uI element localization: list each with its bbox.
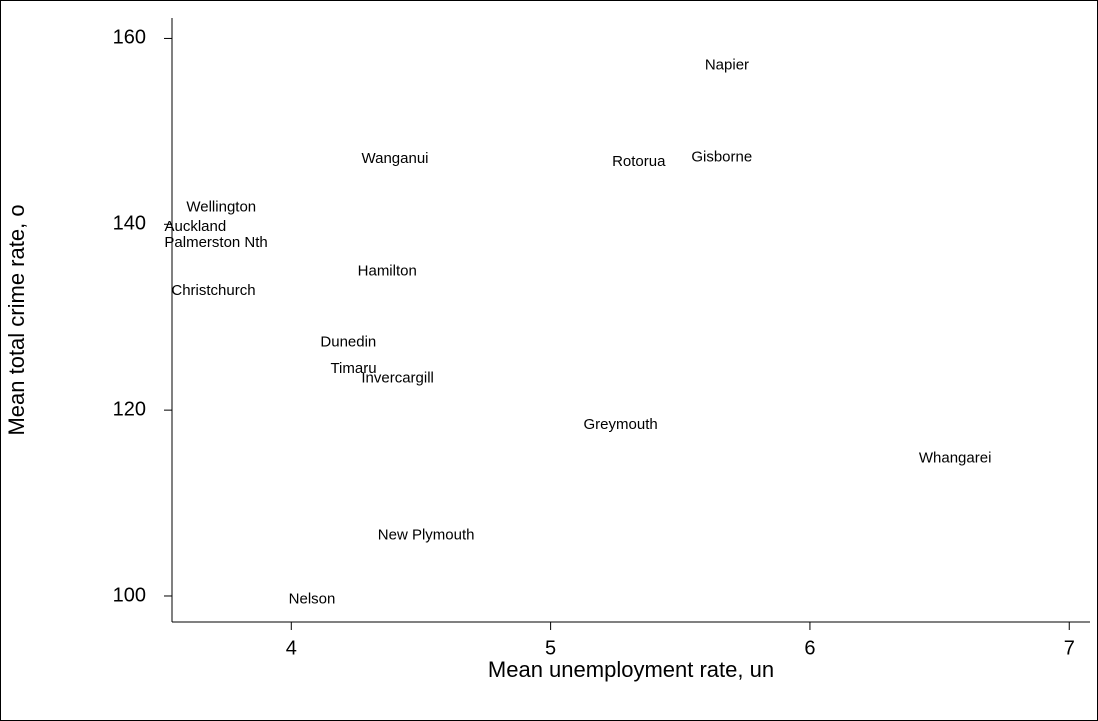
y-tick-label: 120 — [113, 398, 146, 420]
y-tick-label: 140 — [113, 213, 146, 235]
point-label: Whangarei — [919, 449, 992, 466]
x-tick-label: 7 — [1064, 637, 1075, 659]
x-tick-label: 6 — [804, 637, 815, 659]
x-tick-label: 5 — [545, 637, 556, 659]
point-label: Invercargill — [361, 370, 434, 387]
point-label: Dunedin — [320, 333, 376, 350]
point-label: Timaru — [330, 360, 376, 377]
point-label: Wanganui — [362, 150, 429, 167]
x-axis-title: Mean unemployment rate, un — [488, 657, 774, 682]
point-label: Palmerston Nth — [164, 234, 267, 251]
point-label: Wellington — [186, 199, 256, 216]
point-label: Napier — [705, 56, 749, 73]
y-tick-label: 100 — [113, 584, 146, 606]
point-label: Rotorua — [612, 153, 666, 170]
point-label: New Plymouth — [378, 527, 475, 544]
point-label: Gisborne — [691, 148, 752, 165]
point-label: Hamilton — [358, 263, 417, 280]
point-label: Greymouth — [584, 416, 658, 433]
y-tick-label: 160 — [113, 27, 146, 49]
x-tick-label: 4 — [286, 637, 297, 659]
y-axis-title: Mean total crime rate, o — [4, 204, 29, 435]
point-label: Christchurch — [171, 282, 255, 299]
point-label: Auckland — [164, 218, 226, 235]
point-label: Nelson — [289, 591, 336, 608]
